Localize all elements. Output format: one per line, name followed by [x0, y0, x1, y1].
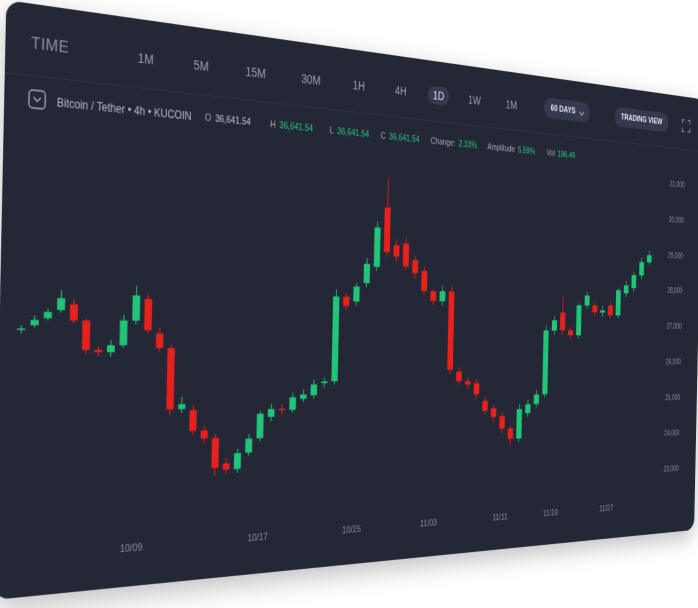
y-tick-label: 27,000 [666, 323, 681, 331]
candle-body [464, 380, 471, 385]
candle-body [576, 305, 582, 336]
candle-body [516, 409, 523, 439]
x-tick-label: 10/17 [247, 531, 268, 544]
y-tick-label: 24,000 [664, 429, 679, 438]
x-tick-label: 11/11 [492, 512, 507, 523]
candle-body [81, 320, 91, 350]
candle-body [321, 381, 328, 384]
candle-body [499, 415, 505, 429]
candle-body [551, 320, 558, 331]
candle-body [94, 349, 103, 353]
candle-body [646, 255, 652, 263]
candle-body [421, 270, 428, 292]
candle-body [331, 296, 340, 382]
x-tick-label: 11/03 [420, 518, 437, 530]
candle-body [542, 330, 549, 395]
candle-body [623, 285, 629, 294]
candle-body [482, 400, 488, 412]
candle-body [615, 290, 621, 316]
candle-body [57, 298, 66, 311]
candle-body [353, 286, 360, 302]
candle-body [490, 408, 497, 418]
candle-body [43, 311, 53, 319]
candle-body [245, 438, 253, 453]
candle-body [439, 291, 446, 302]
candle-body [507, 428, 514, 439]
x-tick-label: 10/25 [342, 524, 361, 536]
candle-body [607, 305, 613, 316]
candle-body [430, 291, 437, 302]
y-tick-label: 28,000 [667, 287, 682, 296]
candle-body [132, 295, 141, 321]
x-tick-label: 11/19 [543, 508, 558, 519]
y-tick-label: 26,000 [666, 358, 681, 366]
candle-body [533, 394, 540, 405]
candle-body [567, 330, 574, 336]
candle-body [310, 384, 318, 396]
candle-body [256, 413, 264, 439]
x-tick-label: 11/27 [599, 503, 613, 514]
candle-body [631, 274, 637, 289]
candle-body [233, 452, 241, 470]
candle-body [600, 310, 606, 313]
candle-body [222, 463, 230, 470]
candle-body [119, 320, 128, 346]
candle-body [525, 404, 531, 414]
candle-body [155, 333, 164, 349]
candle-body [383, 207, 391, 253]
candle-body [69, 304, 78, 321]
candle-body [639, 261, 645, 276]
candle-body [592, 305, 598, 313]
candle-body [200, 430, 208, 439]
candle-body [402, 243, 410, 267]
y-tick-label: 31,000 [669, 180, 684, 190]
x-tick-label: 10/09 [120, 542, 143, 556]
candle-body [106, 345, 115, 353]
candle-body [300, 394, 307, 399]
candle-body [447, 291, 455, 370]
candle-body [30, 319, 39, 326]
candle-body [17, 328, 26, 331]
y-tick-label: 23,000 [663, 464, 678, 473]
candle-body [343, 296, 350, 307]
candle-body [412, 260, 419, 274]
y-tick-label: 29,000 [668, 251, 683, 260]
candle-body [278, 408, 286, 411]
candle-body [189, 410, 197, 432]
candle-body [393, 244, 400, 257]
candle-body [473, 383, 480, 395]
candle-body [373, 227, 381, 267]
candle-body [456, 371, 462, 382]
candle-body [267, 408, 275, 417]
candle-body [144, 298, 153, 331]
candle-body [211, 437, 220, 469]
candle-body [178, 404, 186, 410]
candle-body [559, 312, 566, 331]
candle-body [363, 263, 371, 284]
y-tick-label: 25,000 [665, 394, 680, 403]
candle-body [289, 397, 297, 410]
candle-body [166, 348, 175, 410]
y-tick-label: 30,000 [669, 216, 684, 225]
candle-body [584, 295, 590, 306]
